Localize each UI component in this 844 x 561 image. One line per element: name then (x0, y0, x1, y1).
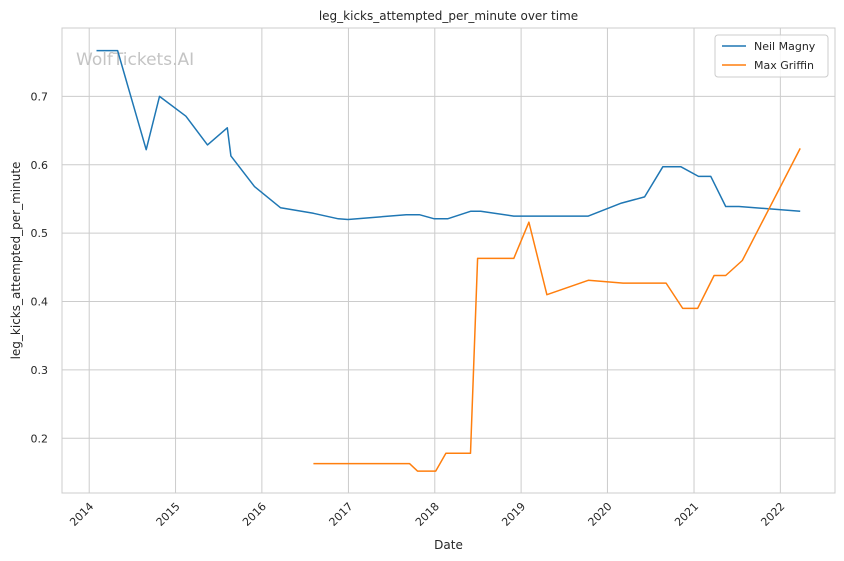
y-tick-label: 0.2 (31, 432, 49, 445)
series-lines (96, 49, 801, 472)
plot-frame (61, 27, 836, 494)
chart-title: leg_kicks_attempted_per_minute over time (319, 9, 578, 23)
grid-lines (62, 28, 835, 493)
series-line-2 (313, 148, 801, 472)
plot-area (62, 28, 835, 493)
y-tick-label: 0.5 (31, 227, 49, 240)
y-axis-label: leg_kicks_attempted_per_minute (9, 162, 23, 360)
series-line-1 (96, 49, 801, 221)
y-tick-label: 0.7 (31, 90, 49, 103)
watermark-text: WolfTickets.AI (76, 50, 194, 70)
y-tick-label: 0.4 (31, 296, 49, 309)
legend-label: Neil Magny (754, 40, 816, 53)
x-axis-label: Date (434, 538, 463, 552)
legend: Neil Magny Max Griffin (714, 34, 829, 78)
legend-label: Max Griffin (754, 59, 814, 72)
y-tick-label: 0.6 (31, 159, 49, 172)
y-tick-label: 0.3 (31, 364, 49, 377)
y-tick-labels: 0.2 0.3 0.4 0.5 0.6 0.7 (31, 90, 49, 445)
